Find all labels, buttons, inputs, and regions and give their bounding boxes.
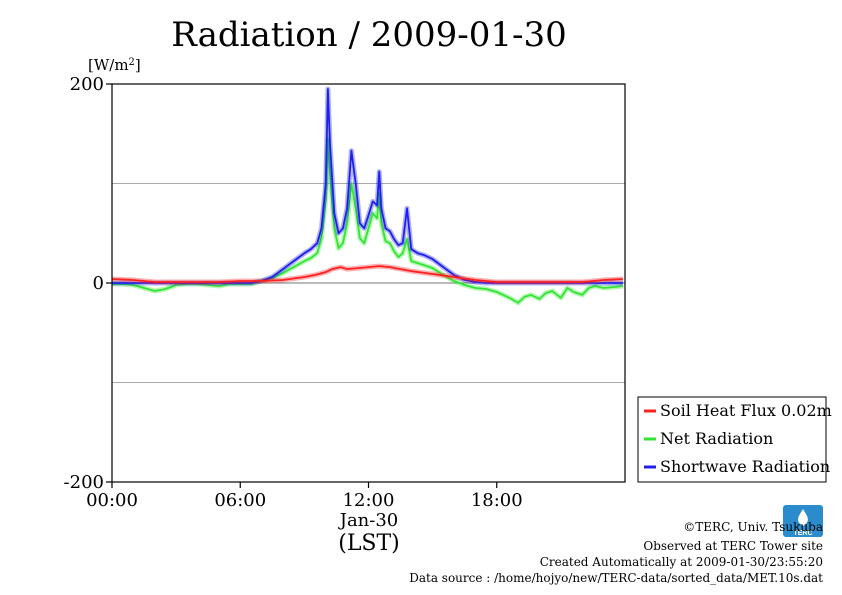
copyright-text: ©TERC, Univ. Tsukuba xyxy=(683,520,823,534)
legend: Soil Heat Flux 0.02m Net Radiation Shortwa… xyxy=(637,396,832,483)
y-tick-label: 0 xyxy=(93,273,104,294)
x-axis-label: (LST) xyxy=(338,531,400,556)
water-drop-icon xyxy=(798,509,808,526)
x-tick-label: 12:00 xyxy=(343,490,395,511)
y-tick-label: 200 xyxy=(70,74,104,95)
legend-label-soil-heat-flux-0-02m: Soil Heat Flux 0.02m xyxy=(660,401,832,420)
created-text: Created Automatically at 2009-01-30/23:5… xyxy=(540,555,823,569)
terc-logo: TERC xyxy=(783,505,823,537)
observed-text: Observed at TERC Tower site xyxy=(643,539,823,553)
legend-box xyxy=(637,396,827,483)
net-radiation-line xyxy=(112,137,624,304)
soil-heat-flux-0-02m-glow xyxy=(111,263,624,285)
source-text: Data source : /home/hojyo/new/TERC-data/… xyxy=(409,571,823,585)
soil-heat-flux-0-02m-line xyxy=(111,265,623,283)
legend-label-shortwave-radiation: Shortwave Radiation xyxy=(660,457,830,476)
logo-text: TERC xyxy=(793,530,812,537)
chart-title: Radiation / 2009-01-30 xyxy=(171,15,567,55)
y-unit-label: [W/m2] xyxy=(88,56,141,74)
legend-label-net-radiation: Net Radiation xyxy=(660,429,773,448)
date-label: Jan-30 xyxy=(338,510,399,531)
series-layer xyxy=(111,86,624,306)
shortwave-radiation-line xyxy=(112,88,623,284)
x-tick-label: 00:00 xyxy=(86,490,138,511)
shortwave-radiation-glow xyxy=(112,86,623,286)
x-tick-label: 18:00 xyxy=(471,490,523,511)
y-tick-label: -200 xyxy=(64,472,104,493)
x-tick-label: 06:00 xyxy=(214,490,266,511)
